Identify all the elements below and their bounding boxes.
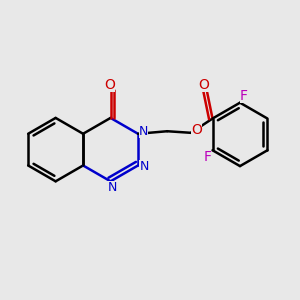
Text: N: N [139, 125, 148, 138]
Text: O: O [198, 78, 209, 92]
Text: F: F [240, 89, 248, 103]
Text: N: N [107, 181, 117, 194]
Text: O: O [104, 79, 115, 92]
Text: F: F [203, 150, 211, 164]
Text: N: N [140, 160, 149, 173]
Text: O: O [191, 123, 202, 137]
